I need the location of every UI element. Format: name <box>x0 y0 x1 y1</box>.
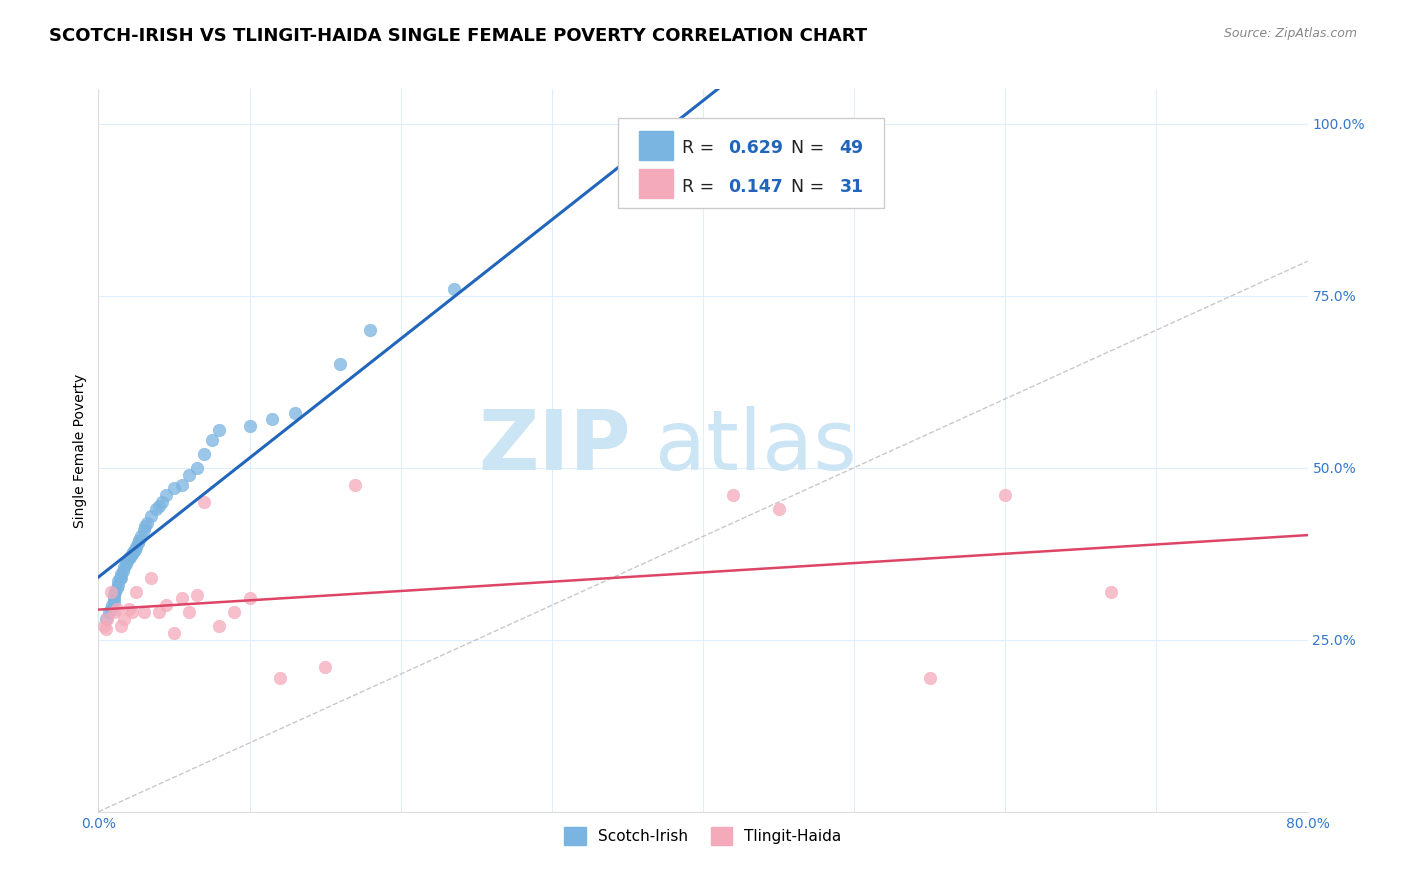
Point <box>108 571 131 585</box>
Point <box>124 543 146 558</box>
Point <box>239 591 262 606</box>
Point <box>104 584 127 599</box>
Point <box>132 605 155 619</box>
Text: SCOTCH-IRISH VS TLINGIT-HAIDA SINGLE FEMALE POVERTY CORRELATION CHART: SCOTCH-IRISH VS TLINGIT-HAIDA SINGLE FEM… <box>49 27 868 45</box>
Text: 31: 31 <box>839 178 863 195</box>
Point <box>918 671 941 685</box>
Point <box>103 588 125 602</box>
Point <box>284 406 307 420</box>
Point <box>115 553 138 567</box>
FancyBboxPatch shape <box>638 131 673 160</box>
Point <box>125 540 148 554</box>
Text: ZIP: ZIP <box>478 407 630 487</box>
Point <box>141 571 163 585</box>
Point <box>269 671 291 685</box>
Text: R =: R = <box>682 139 720 157</box>
Point <box>110 571 132 585</box>
Point <box>723 158 745 172</box>
Point <box>208 619 231 633</box>
Point <box>186 588 208 602</box>
Point <box>120 550 142 565</box>
Point <box>148 499 170 513</box>
Point <box>239 419 262 434</box>
FancyBboxPatch shape <box>619 118 884 209</box>
Point <box>329 358 352 372</box>
Point <box>163 481 186 495</box>
Point <box>145 502 167 516</box>
Point <box>114 557 136 571</box>
Point <box>125 584 148 599</box>
Point <box>111 564 134 578</box>
Point <box>112 560 135 574</box>
Point <box>208 423 231 437</box>
Point <box>103 595 125 609</box>
Point <box>768 502 790 516</box>
Point <box>132 523 155 537</box>
Point <box>994 488 1017 502</box>
Point <box>103 591 125 606</box>
Text: atlas: atlas <box>655 407 856 487</box>
Point <box>155 488 177 502</box>
Point <box>105 581 128 595</box>
Point <box>163 625 186 640</box>
Point <box>314 660 336 674</box>
Point <box>193 447 215 461</box>
Point <box>129 529 152 543</box>
Point <box>105 601 128 615</box>
Point <box>93 619 115 633</box>
Text: N =: N = <box>792 178 830 195</box>
Point <box>127 536 149 550</box>
Text: R =: R = <box>682 178 720 195</box>
Point <box>193 495 215 509</box>
Text: N =: N = <box>792 139 830 157</box>
Point <box>101 599 124 613</box>
Y-axis label: Single Female Poverty: Single Female Poverty <box>73 374 87 527</box>
Point <box>179 605 201 619</box>
Text: 0.147: 0.147 <box>728 178 783 195</box>
FancyBboxPatch shape <box>638 169 673 198</box>
Point <box>121 605 143 619</box>
Point <box>186 460 208 475</box>
Point <box>107 574 129 589</box>
Point <box>134 519 156 533</box>
Point <box>110 567 132 582</box>
Legend: Scotch-Irish, Tlingit-Haida: Scotch-Irish, Tlingit-Haida <box>558 822 848 851</box>
Point <box>344 478 367 492</box>
Point <box>96 612 118 626</box>
Point <box>443 282 465 296</box>
Point <box>94 612 117 626</box>
Point <box>107 577 129 591</box>
Point <box>118 601 141 615</box>
Point <box>224 605 246 619</box>
Point <box>148 605 170 619</box>
Point <box>155 599 177 613</box>
Point <box>150 495 173 509</box>
Point <box>94 623 117 637</box>
Point <box>360 323 382 337</box>
Point <box>100 584 122 599</box>
Point <box>98 605 121 619</box>
Point <box>723 488 745 502</box>
Text: 0.629: 0.629 <box>728 139 783 157</box>
Text: 49: 49 <box>839 139 863 157</box>
Point <box>112 612 135 626</box>
Point <box>262 412 284 426</box>
Text: Source: ZipAtlas.com: Source: ZipAtlas.com <box>1223 27 1357 40</box>
Point <box>1099 584 1122 599</box>
Point <box>122 544 145 558</box>
Point <box>141 508 163 523</box>
Point <box>118 551 141 566</box>
Point <box>103 605 125 619</box>
Point <box>100 601 122 615</box>
Point <box>121 547 143 561</box>
Point <box>128 533 150 547</box>
Point <box>170 591 193 606</box>
Point <box>179 467 201 482</box>
Point <box>110 619 132 633</box>
Point <box>201 433 224 447</box>
Point <box>135 516 157 530</box>
Point <box>170 478 193 492</box>
